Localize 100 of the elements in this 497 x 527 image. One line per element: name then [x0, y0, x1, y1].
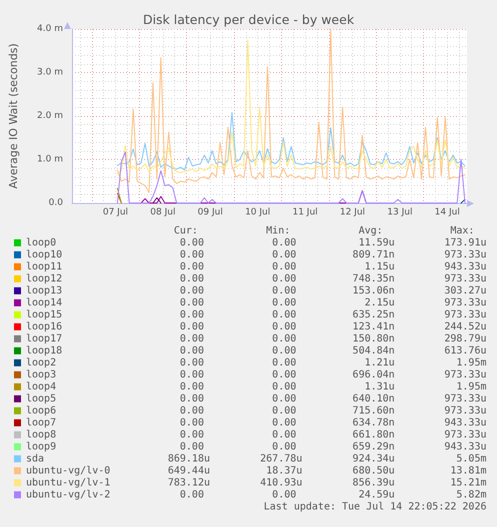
text: 715.60n [352, 405, 395, 416]
legend-label: ubuntu-vg/lv-1 [26, 477, 110, 488]
text: 973.33u [444, 405, 486, 416]
text: 0.00 [180, 393, 204, 404]
text: 0.00 [180, 357, 204, 368]
text: 410.93u [260, 477, 302, 488]
text: 973.33u [444, 273, 486, 284]
text: 973.33u [444, 297, 486, 308]
y-tick-label: 2.0 m [37, 111, 63, 121]
text: 0.00 [180, 417, 204, 428]
text: 783.12u [168, 477, 210, 488]
text: 0.00 [272, 333, 296, 344]
legend-label: loop3 [26, 369, 56, 380]
legend-label: loop10 [26, 249, 62, 260]
legend-label: loop12 [26, 273, 62, 284]
legend-label: ubuntu-vg/lv-0 [26, 465, 110, 476]
text: 856.39u [352, 477, 395, 488]
text: Min: [266, 225, 290, 236]
text: 924.34u [352, 453, 395, 464]
text: 1.95m [456, 381, 486, 392]
text: 973.33u [444, 393, 486, 404]
text: 748.35n [352, 273, 395, 284]
x-tick-label: 07 Jul [102, 208, 128, 218]
text: 15.21m [450, 477, 486, 488]
text: 0.00 [180, 333, 204, 344]
text: 0.00 [180, 441, 204, 452]
text: 0.00 [272, 297, 296, 308]
text: 943.33u [444, 441, 486, 452]
text: 0.00 [272, 393, 296, 404]
text: 0.00 [180, 429, 204, 440]
legend-label: ubuntu-vg/lv-2 [26, 489, 110, 500]
text: 0.00 [272, 417, 296, 428]
legend-label: loop6 [26, 405, 56, 416]
text: 0.00 [272, 273, 296, 284]
text: 0.00 [180, 249, 204, 260]
text: 0.00 [272, 309, 296, 320]
text: 634.78n [352, 417, 395, 428]
text: 1.15u [364, 261, 395, 272]
text: 0.00 [180, 273, 204, 284]
y-tick-label: 0.0 [48, 198, 64, 208]
x-tick-label: 14 Jul [434, 208, 460, 218]
text: Max: [450, 225, 474, 236]
text: 649.44u [168, 465, 210, 476]
legend-label: loop5 [26, 393, 56, 404]
text: 0.00 [180, 405, 204, 416]
text: 504.84n [352, 345, 395, 356]
text: 0.00 [180, 321, 204, 332]
text: 153.06n [352, 285, 395, 296]
legend-label: loop0 [26, 237, 56, 248]
text: 11.59u [358, 237, 395, 248]
x-tick-label: 12 Jul [340, 208, 366, 218]
text: Avg: [358, 225, 383, 236]
y-tick-label: 1.0 m [37, 154, 63, 164]
text: 943.33u [444, 417, 486, 428]
text: 680.50u [352, 465, 395, 476]
text: 0.00 [272, 261, 296, 272]
text: 0.00 [272, 489, 296, 500]
text: 1.21u [364, 357, 395, 368]
text: 0.00 [180, 285, 204, 296]
text: 0.00 [272, 369, 296, 380]
text: 2.15u [364, 297, 395, 308]
legend-label: loop9 [26, 441, 56, 452]
x-tick-label: 08 Jul [150, 208, 176, 218]
text: 0.00 [180, 261, 204, 272]
text: 0.00 [180, 381, 204, 392]
text: 0.00 [180, 309, 204, 320]
text: 24.59u [358, 489, 395, 500]
text: 809.71n [352, 249, 395, 260]
text: 303.27u [444, 285, 486, 296]
text: 0.00 [180, 369, 204, 380]
text: 943.33u [444, 261, 486, 272]
text: 123.41n [352, 321, 395, 332]
text: 973.33u [444, 249, 486, 260]
text: 0.00 [272, 441, 296, 452]
text: 0.00 [180, 237, 204, 248]
text: 0.00 [180, 489, 204, 500]
text: 0.00 [272, 405, 296, 416]
text: 635.25n [352, 309, 395, 320]
text: 640.10n [352, 393, 395, 404]
text: 0.00 [272, 321, 296, 332]
text: 0.00 [180, 297, 204, 308]
text: 0.00 [272, 381, 296, 392]
legend-label: loop18 [26, 345, 62, 356]
text: 0.00 [272, 285, 296, 296]
x-tick-label: 10 Jul [245, 208, 270, 218]
chart-title: Disk latency per device - by week [142, 12, 355, 27]
y-tick-label: 4.0 m [37, 24, 63, 34]
text: 1.95m [456, 357, 486, 368]
legend-label: loop15 [26, 309, 62, 320]
legend-label: sda [26, 453, 44, 464]
text: 18.37u [266, 465, 302, 476]
text: 696.04n [352, 369, 395, 380]
text: 0.00 [272, 357, 296, 368]
legend-label: loop13 [26, 285, 62, 296]
text: 267.78u [260, 453, 302, 464]
text: 661.80n [352, 429, 395, 440]
text: 5.05m [456, 453, 486, 464]
legend-label: loop14 [26, 297, 62, 308]
text: 5.82m [456, 489, 486, 500]
text: 0.00 [272, 237, 296, 248]
